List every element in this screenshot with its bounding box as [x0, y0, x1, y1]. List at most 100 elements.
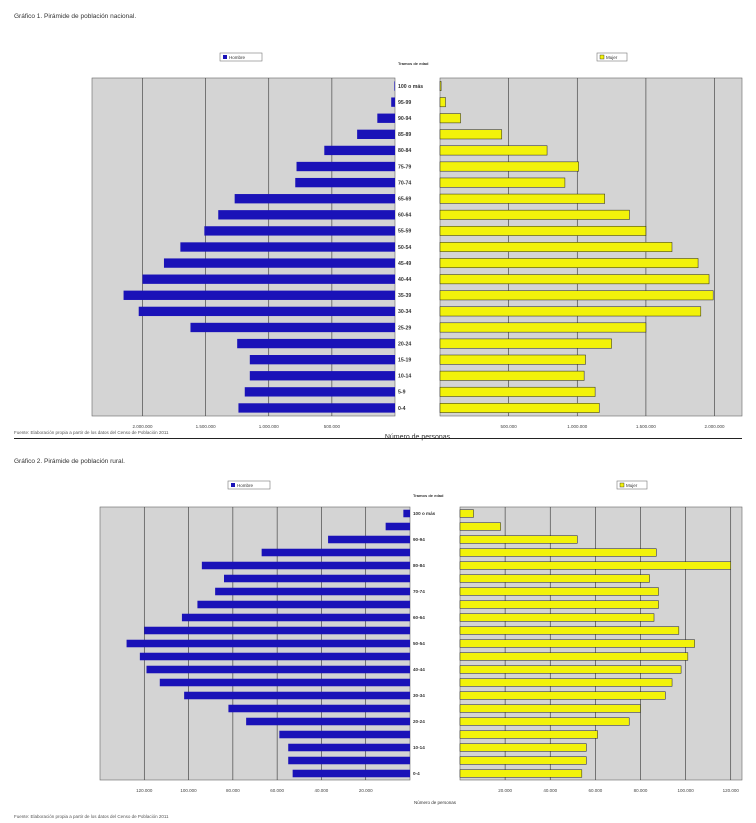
chart1-age-label: 45-49: [398, 261, 411, 267]
chart2-tick-label-left: 40.000: [315, 788, 329, 793]
chart1-age-label: 40-44: [398, 277, 411, 283]
chart1-legend-label-mujer: Mujer: [606, 55, 618, 60]
chart2-bar-hombre: [385, 522, 410, 531]
chart2-age-label: 30-34: [413, 693, 425, 698]
chart1-age-label: 10-14: [398, 374, 411, 380]
chart1-bar-mujer: [439, 209, 630, 220]
chart2-bar-mujer: [459, 678, 673, 687]
chart1-age-label: 50-54: [398, 245, 411, 251]
chart1-source: Fuente: Elaboración propia a partir de l…: [14, 430, 169, 435]
chart1-age-label: 60-64: [398, 213, 411, 219]
chart1-bar-mujer: [439, 242, 673, 252]
chart1-bar-hombre: [163, 258, 395, 268]
chart2-age-label: 0-4: [413, 771, 420, 776]
chart2-bar-hombre: [288, 756, 410, 765]
chart1-age-label: 55-59: [398, 229, 411, 235]
chart2-tick-label-left: 60.000: [270, 788, 284, 793]
chart2-tick-label-left: 120.000: [136, 788, 153, 793]
chart2-bar-mujer: [459, 626, 680, 635]
chart1-age-label: 90-94: [398, 116, 411, 122]
chart2-bar-mujer: [459, 535, 578, 544]
chart2-bar-hombre: [328, 535, 410, 544]
chart1-bar-hombre: [204, 226, 395, 236]
chart2-tick-label-left: 80.000: [226, 788, 240, 793]
chart2-age-label: 100 o más: [413, 511, 436, 516]
chart1-bar-mujer: [439, 113, 461, 124]
chart2-bar-mujer: [459, 691, 666, 700]
chart2-bar-mujer: [459, 652, 689, 661]
section-divider: [14, 438, 742, 439]
chart2-bar-hombre: [246, 717, 410, 726]
chart2-tick-label-left: 100.000: [180, 788, 197, 793]
chart2-bar-hombre: [292, 769, 410, 778]
chart1-bar-mujer: [439, 145, 548, 156]
chart1-age-label: 20-24: [398, 341, 411, 347]
chart2-bar-hombre: [146, 665, 410, 674]
chart1-bar-mujer: [439, 290, 714, 301]
chart1-bar-mujer: [439, 306, 702, 317]
chart2-age-label: 60-64: [413, 615, 425, 620]
chart1-x-axis-title: Número de personas: [385, 434, 451, 441]
chart1-age-label: 75-79: [398, 164, 411, 170]
chart1-age-label: 0-4: [398, 406, 406, 412]
chart1-age-label: 5-9: [398, 390, 406, 396]
chart1-bar-hombre: [123, 290, 395, 300]
chart2-tick-label-right: 20.000: [498, 788, 512, 793]
chart2-bar-mujer: [459, 730, 598, 739]
chart2-bar-hombre: [261, 548, 410, 557]
chart2-tick-label-right: 40.000: [543, 788, 557, 793]
chart1-bar-hombre: [296, 161, 395, 172]
chart2-bar-hombre: [288, 743, 410, 752]
chart1-bar-hombre: [234, 194, 395, 204]
chart2-tick-label-right: 120.000: [723, 788, 740, 793]
chart1-tick-label-left: 2.000.000: [132, 424, 153, 429]
chart1-tick-label-right: 1.000.000: [567, 424, 588, 429]
chart1-bar-mujer: [439, 81, 442, 91]
chart2-age-label: 40-44: [413, 667, 425, 672]
chart2-bar-hombre: [228, 704, 410, 713]
chart2-bar-hombre: [201, 561, 410, 570]
chart1-legend-box-mujer: [596, 52, 628, 62]
chart2-bar-hombre: [403, 509, 410, 518]
chart2-bar-hombre: [279, 730, 410, 739]
chart1-bar-mujer: [439, 403, 600, 413]
chart2-bar-mujer: [459, 587, 659, 596]
chart2-bar-hombre: [181, 613, 410, 622]
chart1-age-label: 25-29: [398, 325, 411, 331]
chart1-tick-label-left: 1.500.000: [196, 424, 217, 429]
chart1-legend-box-hombre: [219, 52, 263, 62]
chart1-bar-hombre: [190, 322, 395, 333]
chart2-bar-mujer: [459, 548, 657, 557]
chart1-bar-hombre: [391, 97, 395, 107]
chart1-bar-hombre: [394, 81, 395, 91]
chart2-bar-hombre: [184, 691, 410, 700]
chart2-age-label: 20-24: [413, 719, 425, 724]
chart2-bar-mujer: [459, 522, 501, 531]
chart2-bar-mujer: [459, 743, 587, 752]
chart1-bar-hombre: [377, 113, 395, 123]
chart1-age-label: 85-89: [398, 132, 411, 138]
chart1-tick-label-right: 500.000: [500, 424, 517, 429]
chart1-age-label: 65-69: [398, 197, 411, 203]
chart1-center-header: Tramos de edad: [398, 61, 429, 66]
chart1-bar-mujer: [439, 354, 586, 365]
chart1-caption: Gráfico 1. Pirámide de población naciona…: [14, 13, 137, 20]
chart2-bar-mujer: [459, 704, 641, 713]
chart2-bar-mujer: [459, 756, 587, 765]
chart2-bar-mujer: [459, 769, 583, 778]
chart1-bar-mujer: [439, 225, 647, 236]
chart1-age-label: 80-84: [398, 148, 411, 154]
chart2-legend-swatch-mujer: [619, 482, 625, 488]
chart1-bar-mujer: [439, 274, 710, 285]
chart1-tick-label-right: 2.000.000: [705, 424, 726, 429]
chart1-legend-label-hombre: Hombre: [229, 55, 246, 60]
chart2-bar-mujer: [459, 639, 695, 648]
chart2-age-label: 70-74: [413, 589, 425, 594]
chart2-bar-hombre: [224, 574, 410, 583]
chart1-bar-hombre: [238, 403, 395, 413]
chart2-age-label: 90-94: [413, 537, 425, 542]
chart1-bar-mujer: [439, 322, 647, 333]
chart1-tick-label-left: 500.000: [324, 424, 341, 429]
population-pyramid-national: 2.000.000 1.500.000 1.000.000 500.000 500.00…: [91, 52, 743, 441]
chart2-caption: Gráfico 2. Pirámide de población rural.: [14, 458, 125, 465]
